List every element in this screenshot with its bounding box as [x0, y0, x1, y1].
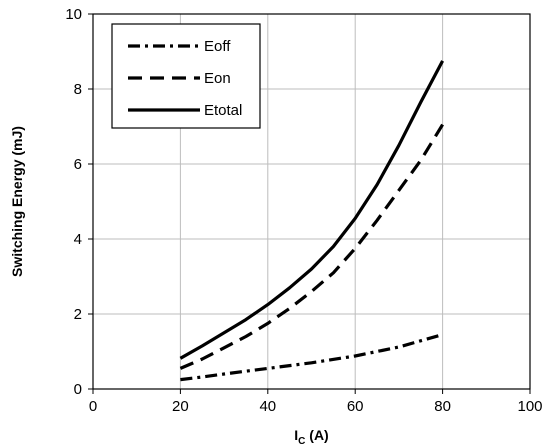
- legend-label-eon: Eon: [204, 70, 231, 87]
- y-tick-label-1: 2: [74, 306, 82, 323]
- series-line-eoff: [180, 333, 444, 382]
- legend: Eoff Eon Etotal: [111, 23, 261, 129]
- y-tick-label-0: 0: [74, 381, 82, 398]
- x-tick-label-2: 40: [259, 398, 276, 415]
- series-line-etotal: [179, 60, 445, 360]
- y-tick-label-2: 4: [74, 231, 82, 248]
- y-tick-labels: 0 2 4 6 8 10: [65, 6, 93, 398]
- legend-label-eoff: Eoff: [204, 38, 231, 55]
- grid-lines: [93, 14, 530, 389]
- y-tick-label-5: 10: [65, 6, 82, 23]
- plot-frame: [92, 13, 531, 390]
- legend-label-etotal: Etotal: [204, 102, 242, 119]
- y-tick-label-3: 6: [74, 156, 82, 173]
- series-line-eon: [179, 123, 444, 370]
- y-axis-label: Switching Energy (mJ): [9, 126, 25, 277]
- x-tick-labels: 0 20 40 60 80 100: [89, 389, 543, 415]
- x-tick-label-3: 60: [347, 398, 364, 415]
- x-axis-label: IC (A): [294, 427, 328, 445]
- x-tick-label-0: 0: [89, 398, 97, 415]
- series-lines: [179, 60, 445, 382]
- y-tick-label-4: 8: [74, 81, 82, 98]
- x-tick-label-4: 80: [434, 398, 451, 415]
- x-tick-label-1: 20: [172, 398, 189, 415]
- x-tick-label-5: 100: [517, 398, 542, 415]
